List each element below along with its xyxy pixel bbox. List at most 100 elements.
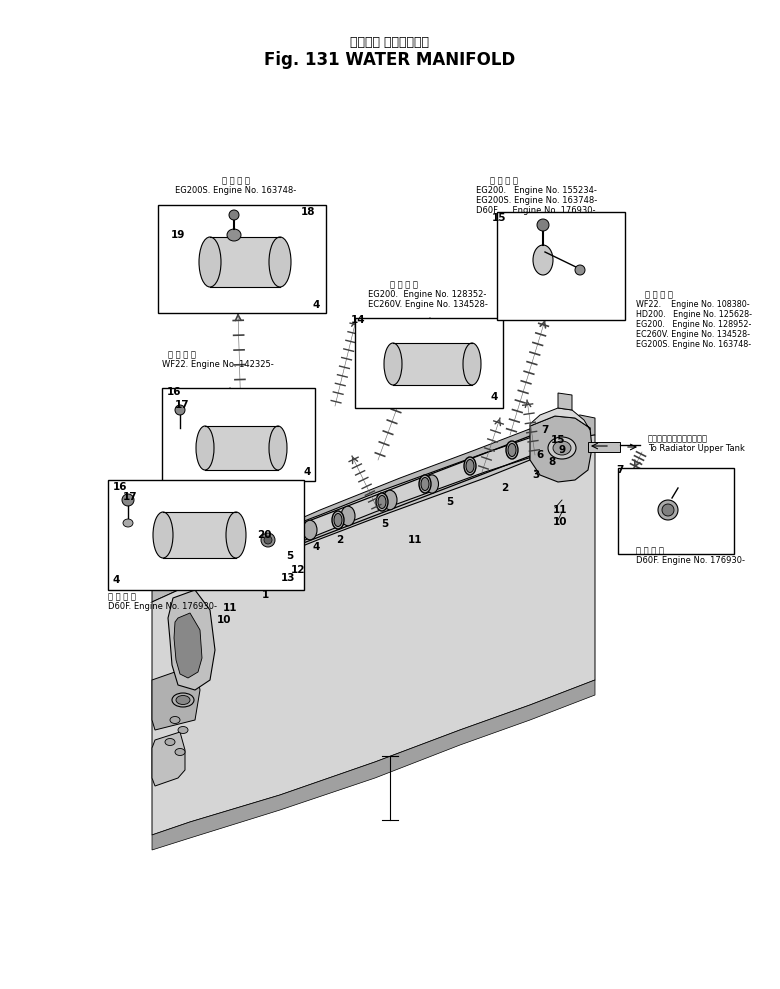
Text: 適 用 号 機: 適 用 号 機 <box>390 280 418 289</box>
Ellipse shape <box>176 695 190 704</box>
Text: D60F. Engine No. 176930-: D60F. Engine No. 176930- <box>636 556 745 565</box>
Text: 適 用 号 機: 適 用 号 機 <box>490 176 518 185</box>
Ellipse shape <box>233 545 247 565</box>
Text: 6: 6 <box>537 450 544 460</box>
Polygon shape <box>393 343 472 385</box>
Text: ウォータ マニホールド: ウォータ マニホールド <box>350 36 430 48</box>
Bar <box>162 388 315 481</box>
Ellipse shape <box>226 512 246 558</box>
Text: ラジエータアッパタンクへ: ラジエータアッパタンクへ <box>648 434 708 443</box>
Ellipse shape <box>178 727 188 734</box>
Text: 10: 10 <box>553 517 567 527</box>
Ellipse shape <box>466 460 474 473</box>
Text: 7: 7 <box>541 425 548 435</box>
Text: EG200.  Engine No. 128352-: EG200. Engine No. 128352- <box>368 290 487 299</box>
Text: WF22. Engine No. 142325-: WF22. Engine No. 142325- <box>162 360 274 369</box>
Text: EG200S. Engine No. 163748-: EG200S. Engine No. 163748- <box>636 340 751 349</box>
Bar <box>618 468 734 554</box>
Text: EG200.   Engine No. 155234-: EG200. Engine No. 155234- <box>476 186 597 195</box>
Polygon shape <box>152 665 200 730</box>
Text: EG200S. Engine No. 163748-: EG200S. Engine No. 163748- <box>176 186 296 195</box>
Text: D60F. Engine No. 176930-: D60F. Engine No. 176930- <box>108 602 217 611</box>
Text: 適 用 号 機: 適 用 号 機 <box>645 290 673 299</box>
Ellipse shape <box>303 520 317 540</box>
Ellipse shape <box>269 426 287 470</box>
Text: 11: 11 <box>553 505 567 515</box>
Ellipse shape <box>506 441 518 459</box>
Text: 4: 4 <box>303 467 310 477</box>
Ellipse shape <box>548 437 576 459</box>
Text: 適 用 号 機: 適 用 号 機 <box>168 350 196 359</box>
Text: 9: 9 <box>558 445 566 455</box>
Text: 2: 2 <box>502 483 509 493</box>
Ellipse shape <box>463 343 481 385</box>
Polygon shape <box>152 680 595 850</box>
Text: 16: 16 <box>167 387 181 397</box>
Polygon shape <box>530 416 592 482</box>
Ellipse shape <box>165 739 175 746</box>
Text: 19: 19 <box>171 230 185 240</box>
Ellipse shape <box>227 229 241 241</box>
Text: 18: 18 <box>301 207 315 217</box>
Text: 3: 3 <box>533 470 540 480</box>
Ellipse shape <box>199 237 221 287</box>
Polygon shape <box>207 436 530 580</box>
Text: 17: 17 <box>122 492 137 502</box>
Text: 11: 11 <box>408 535 422 545</box>
Ellipse shape <box>196 426 214 470</box>
Text: 適 用 号 機: 適 用 号 機 <box>636 546 664 555</box>
Text: 14: 14 <box>351 315 365 325</box>
Polygon shape <box>207 449 530 585</box>
Ellipse shape <box>376 493 388 511</box>
Ellipse shape <box>464 457 476 475</box>
Text: 4: 4 <box>312 300 320 310</box>
Text: 適 用 号 機: 適 用 号 機 <box>222 176 250 185</box>
Text: EG200.   Engine No. 128952-: EG200. Engine No. 128952- <box>636 320 751 329</box>
Ellipse shape <box>384 343 402 385</box>
Ellipse shape <box>246 545 258 563</box>
Text: 15: 15 <box>491 213 506 223</box>
Bar <box>158 205 326 313</box>
Ellipse shape <box>426 475 438 494</box>
Ellipse shape <box>269 237 291 287</box>
Ellipse shape <box>383 491 397 509</box>
Polygon shape <box>588 442 620 452</box>
Text: 13: 13 <box>281 573 296 583</box>
Text: 16: 16 <box>113 482 127 492</box>
Text: To Radiator Upper Tank: To Radiator Upper Tank <box>648 444 745 453</box>
Ellipse shape <box>197 558 217 582</box>
Text: D60F.     Engine No. 176930-: D60F. Engine No. 176930- <box>476 206 595 215</box>
Ellipse shape <box>537 219 549 231</box>
Text: 20: 20 <box>257 530 271 540</box>
Text: 4: 4 <box>112 575 119 585</box>
Text: HD200.   Engine No. 125628-: HD200. Engine No. 125628- <box>636 310 752 319</box>
Ellipse shape <box>123 519 133 527</box>
Ellipse shape <box>290 528 302 546</box>
Text: 11: 11 <box>223 603 237 613</box>
Bar <box>108 480 304 590</box>
Text: 5: 5 <box>286 551 293 561</box>
Bar <box>497 212 625 320</box>
Ellipse shape <box>334 513 342 526</box>
Text: EC260V. Engine No. 134528-: EC260V. Engine No. 134528- <box>368 300 488 309</box>
Text: EG200S. Engine No. 163748-: EG200S. Engine No. 163748- <box>476 196 597 205</box>
Ellipse shape <box>419 475 431 493</box>
Ellipse shape <box>378 495 386 508</box>
Ellipse shape <box>575 265 585 275</box>
Polygon shape <box>558 393 572 410</box>
Text: 2: 2 <box>336 535 344 545</box>
Polygon shape <box>174 613 202 678</box>
Ellipse shape <box>122 494 134 506</box>
Text: EC260V. Engine No. 134528-: EC260V. Engine No. 134528- <box>636 330 750 339</box>
Text: 17: 17 <box>175 400 190 410</box>
Polygon shape <box>152 732 185 786</box>
Ellipse shape <box>264 536 272 544</box>
Polygon shape <box>206 530 240 560</box>
Ellipse shape <box>153 512 173 558</box>
Text: 15: 15 <box>551 435 566 445</box>
Polygon shape <box>152 415 595 602</box>
Polygon shape <box>530 408 590 430</box>
Text: 8: 8 <box>548 457 555 467</box>
Text: 10: 10 <box>217 615 231 625</box>
Ellipse shape <box>248 548 256 561</box>
